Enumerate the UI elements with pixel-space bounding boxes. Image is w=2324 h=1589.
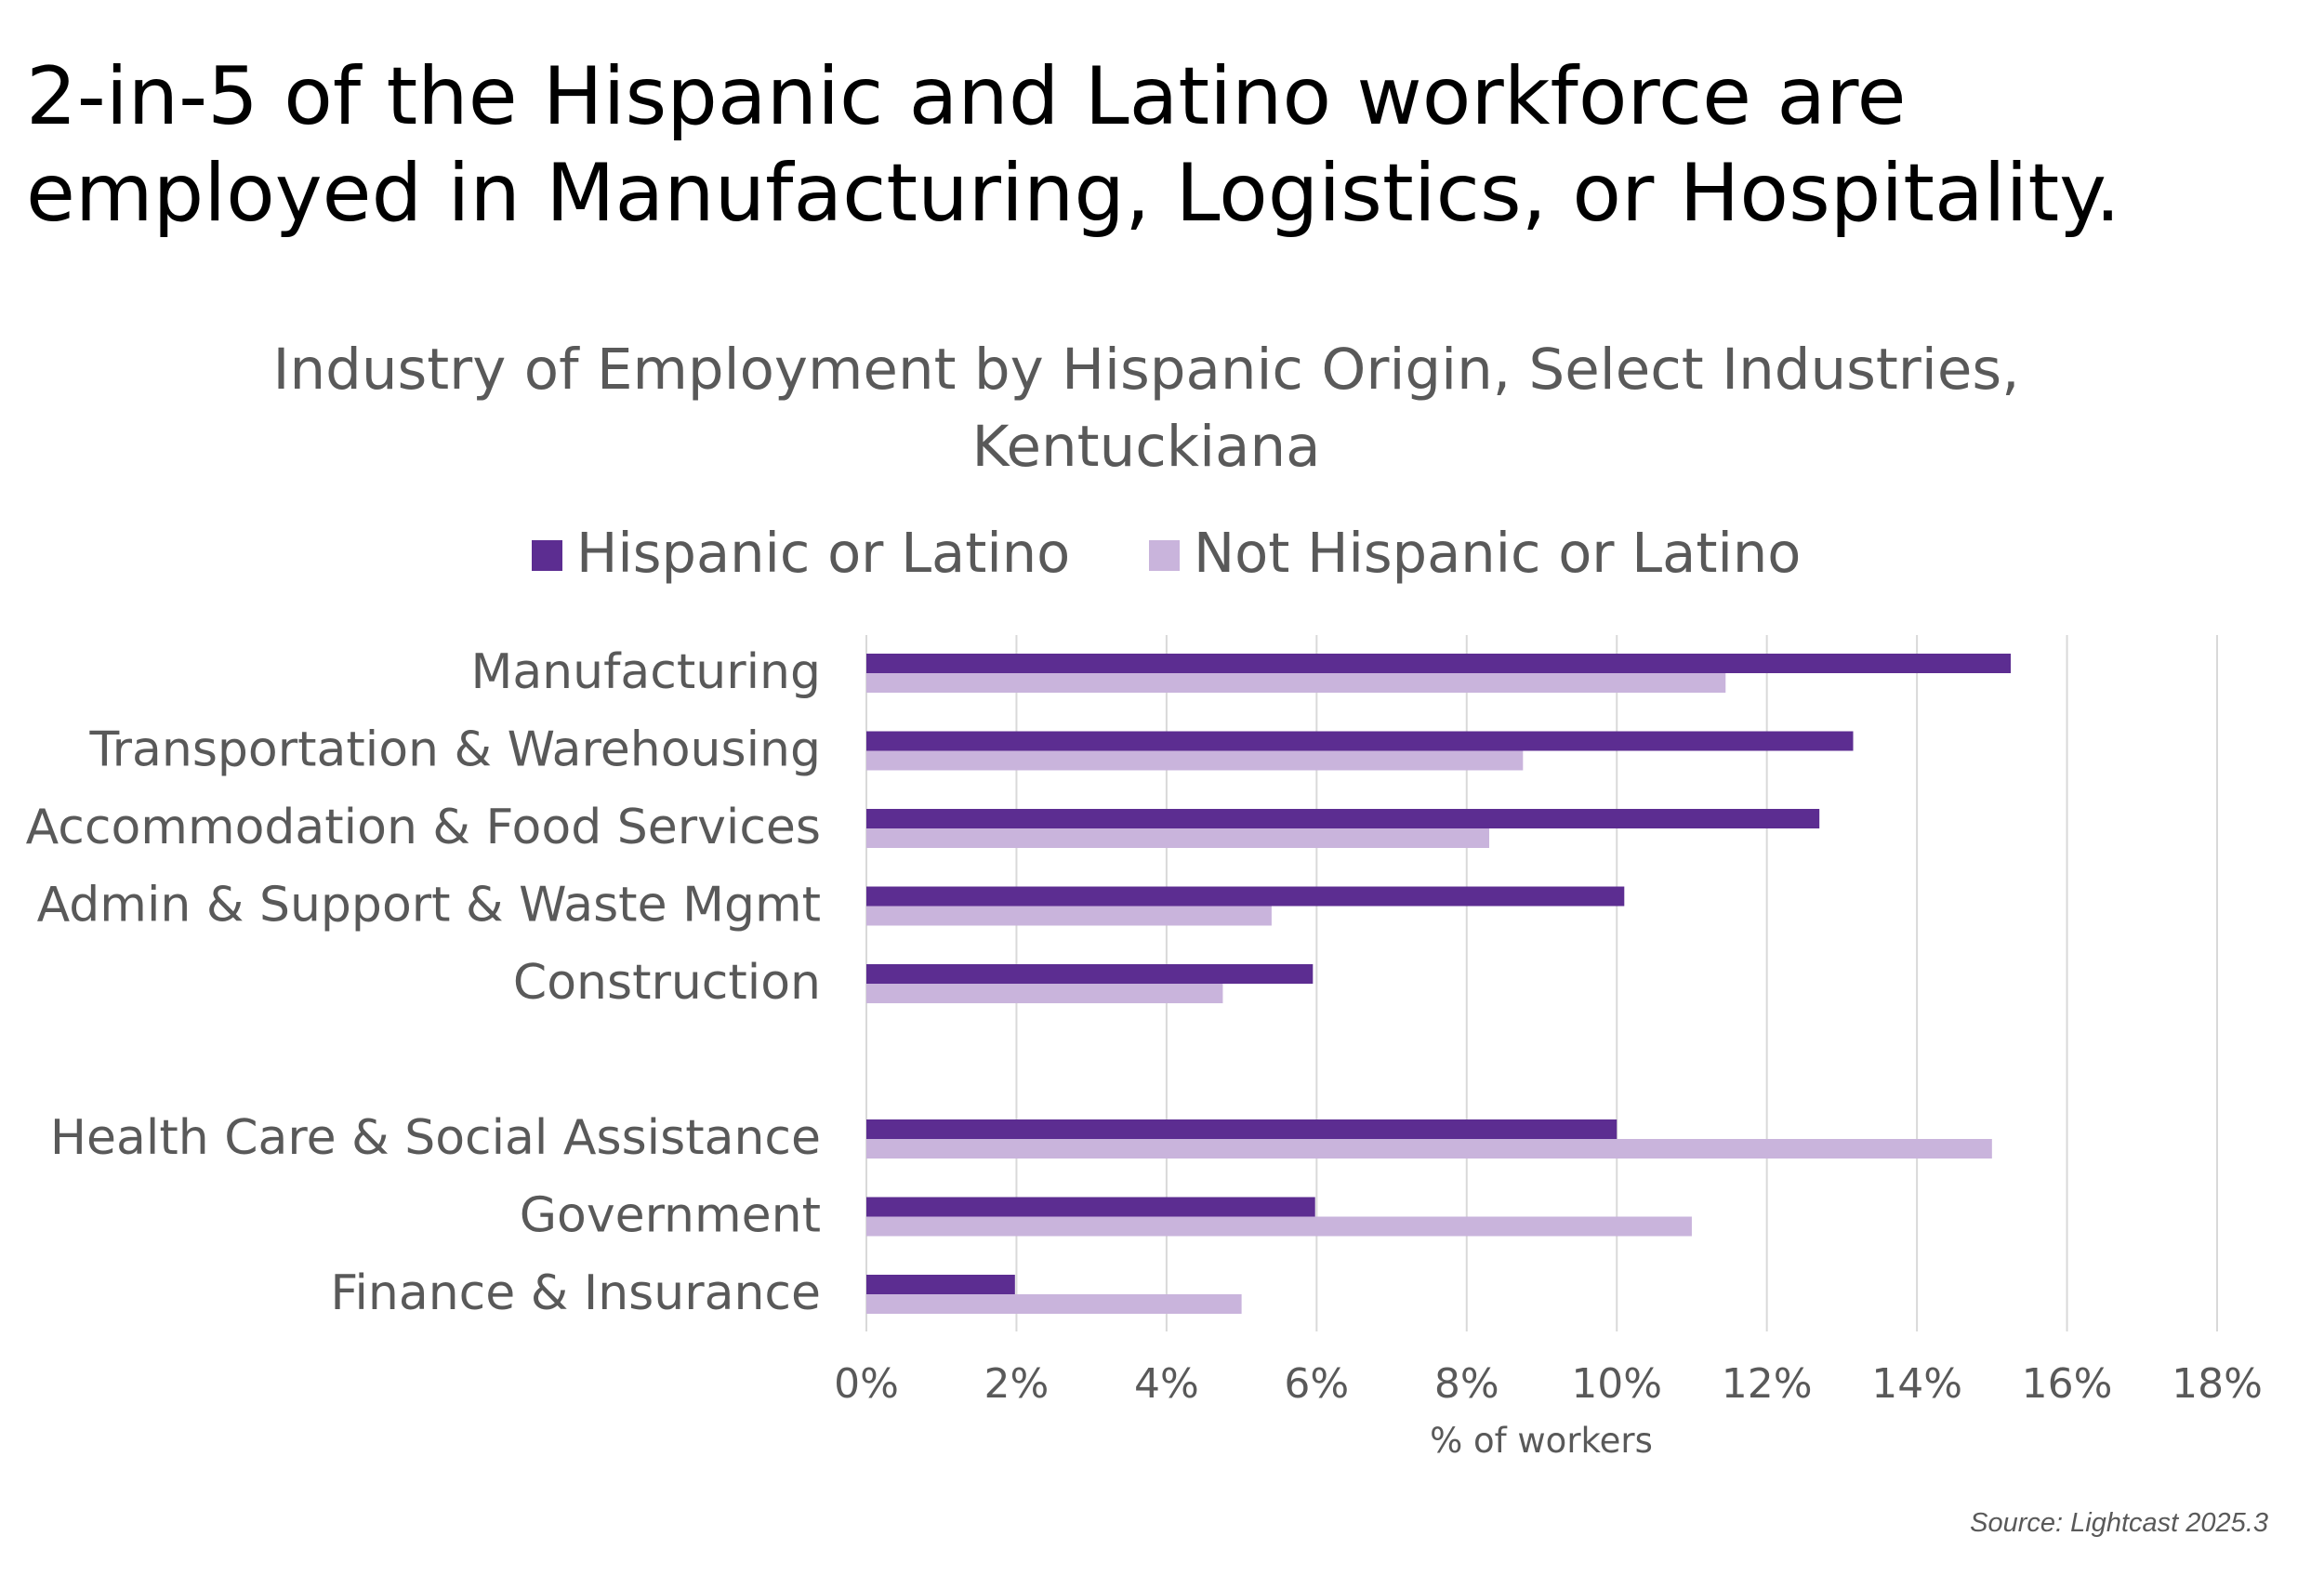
category-label: Health Care & Social Assistance bbox=[50, 1110, 821, 1166]
bar-hispanic bbox=[866, 1275, 1015, 1294]
bar-not-hispanic bbox=[866, 750, 1524, 771]
chart-legend: Hispanic or Latino Not Hispanic or Latino bbox=[532, 521, 1801, 585]
legend-swatch-1 bbox=[532, 540, 562, 571]
x-tick-label: 18% bbox=[2172, 1360, 2263, 1408]
bar-not-hispanic bbox=[866, 1139, 1992, 1159]
x-tick-label: 4% bbox=[1134, 1360, 1199, 1408]
x-axis-title-text: % of workers bbox=[1430, 1421, 1653, 1461]
x-axis-tick-labels: 0% 2% 4% 6% 8% 10% 12% 14% 16% 18% bbox=[834, 1360, 2263, 1408]
x-tick-label: 10% bbox=[1571, 1360, 1662, 1408]
bar-hispanic bbox=[866, 1197, 1315, 1217]
legend-swatch-2 bbox=[1149, 540, 1180, 571]
bar-hispanic bbox=[866, 731, 1854, 751]
bar-hispanic bbox=[866, 1119, 1618, 1139]
bar-not-hispanic bbox=[866, 1294, 1242, 1314]
chart-title-line-1: Industry of Employment by Hispanic Origi… bbox=[272, 337, 2019, 403]
category-label: Government bbox=[520, 1188, 821, 1244]
x-tick-label: 16% bbox=[2022, 1360, 2113, 1408]
x-tick-label: 6% bbox=[1284, 1360, 1349, 1408]
x-tick-label: 2% bbox=[984, 1360, 1050, 1408]
category-label: Manufacturing bbox=[470, 644, 821, 700]
bar-not-hispanic bbox=[866, 828, 1489, 848]
legend-label-2: Not Hispanic or Latino bbox=[1194, 521, 1801, 585]
chart-title: Industry of Employment by Hispanic Origi… bbox=[272, 337, 2019, 480]
x-tick-label: 8% bbox=[1434, 1360, 1499, 1408]
x-tick-label: 12% bbox=[1722, 1360, 1813, 1408]
x-tick-label: 0% bbox=[834, 1360, 899, 1408]
category-label: Admin & Support & Waste Mgmt bbox=[37, 878, 821, 934]
category-label: Accommodation & Food Services bbox=[26, 800, 821, 855]
headline-line-1: 2-in-5 of the Hispanic and Latino workfo… bbox=[26, 50, 1907, 143]
category-label: Transportation & Warehousing bbox=[89, 722, 822, 778]
bar-hispanic bbox=[866, 886, 1625, 907]
bar-hispanic bbox=[866, 809, 1820, 828]
bar-hispanic bbox=[866, 654, 2012, 673]
x-tick-label: 14% bbox=[1871, 1360, 1962, 1408]
bar-not-hispanic bbox=[866, 1216, 1692, 1237]
bar-hispanic bbox=[866, 964, 1314, 984]
bar-not-hispanic bbox=[866, 673, 1726, 693]
headline: 2-in-5 of the Hispanic and Latino workfo… bbox=[26, 48, 2294, 242]
category-labels: Manufacturing Transportation & Warehousin… bbox=[26, 644, 821, 1321]
legend-label-1: Hispanic or Latino bbox=[576, 521, 1070, 585]
bar-not-hispanic bbox=[866, 906, 1272, 926]
source-note: Source: Lightcast 2025.3 bbox=[1970, 1508, 2268, 1538]
chart-title-line-2: Kentuckiana bbox=[972, 414, 1321, 480]
bar-not-hispanic bbox=[866, 984, 1223, 1003]
x-axis-title: % of workers bbox=[1430, 1421, 1653, 1461]
category-label: Finance & Insurance bbox=[330, 1265, 821, 1321]
category-label: Construction bbox=[513, 955, 821, 1011]
headline-line-2: employed in Manufacturing, Logistics, or… bbox=[26, 147, 2121, 240]
chart-bars bbox=[866, 654, 2012, 1314]
